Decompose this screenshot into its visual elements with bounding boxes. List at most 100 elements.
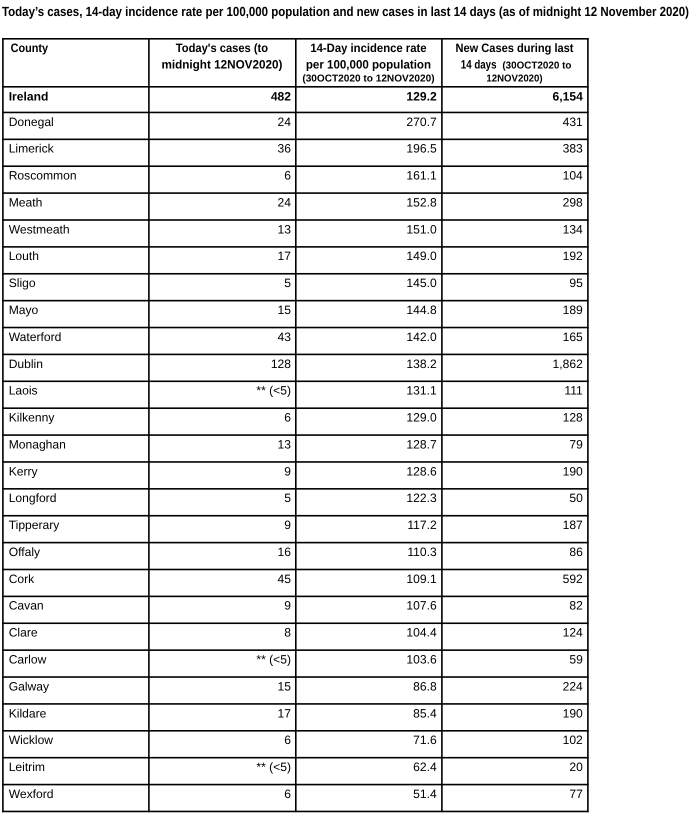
svg-text:138.2: 138.2	[406, 357, 437, 371]
svg-text:6: 6	[284, 411, 291, 425]
svg-text:592: 592	[563, 572, 583, 586]
svg-text:(30OCT2020 to 12NOV2020): (30OCT2020 to 12NOV2020)	[302, 74, 434, 85]
svg-text:6,154: 6,154	[553, 89, 584, 103]
svg-text:Carlow: Carlow	[9, 653, 47, 667]
svg-text:Waterford: Waterford	[9, 330, 62, 344]
svg-text:190: 190	[563, 706, 583, 720]
svg-text:111: 111	[564, 384, 583, 398]
svg-text:Kilkenny: Kilkenny	[9, 411, 56, 425]
svg-text:62.4: 62.4	[413, 760, 437, 774]
svg-text:Limerick: Limerick	[9, 142, 55, 156]
svg-text:Longford: Longford	[9, 491, 57, 505]
svg-text:95: 95	[569, 276, 583, 290]
svg-text:24: 24	[278, 115, 292, 129]
svg-text:482: 482	[271, 89, 291, 103]
svg-text:77: 77	[569, 787, 583, 801]
svg-text:51.4: 51.4	[413, 787, 437, 801]
svg-text:9: 9	[284, 599, 291, 613]
svg-text:144.8: 144.8	[406, 303, 437, 317]
svg-text:161.1: 161.1	[406, 169, 437, 183]
svg-text:Offaly: Offaly	[9, 545, 41, 559]
svg-text:per 100,000 population: per 100,000 population	[306, 57, 431, 71]
svg-text:13: 13	[278, 222, 292, 236]
svg-text:142.0: 142.0	[406, 330, 437, 344]
svg-text:Louth: Louth	[9, 249, 39, 263]
svg-text:86: 86	[569, 545, 583, 559]
svg-text:Westmeath: Westmeath	[9, 222, 70, 236]
svg-text:17: 17	[278, 249, 292, 263]
svg-text:152.8: 152.8	[406, 195, 437, 209]
svg-text:New Cases during last: New Cases during last	[456, 41, 574, 55]
svg-text:Tipperary: Tipperary	[9, 518, 61, 532]
svg-text:Roscommon: Roscommon	[9, 169, 77, 183]
svg-text:79: 79	[569, 437, 583, 451]
svg-text:Wexford: Wexford	[9, 787, 54, 801]
svg-text:109.1: 109.1	[406, 572, 437, 586]
svg-text:(30OCT2020 to: (30OCT2020 to	[502, 60, 571, 71]
svg-text:12NOV2020): 12NOV2020)	[486, 74, 542, 85]
svg-text:8: 8	[284, 626, 291, 640]
svg-text:383: 383	[563, 142, 583, 156]
svg-text:129.0: 129.0	[406, 411, 437, 425]
svg-text:71.6: 71.6	[413, 733, 437, 747]
svg-text:431: 431	[563, 115, 583, 129]
svg-text:6: 6	[284, 733, 291, 747]
svg-text:9: 9	[284, 464, 291, 478]
svg-text:1,862: 1,862	[553, 357, 584, 371]
svg-text:13: 13	[278, 437, 292, 451]
svg-text:45: 45	[278, 572, 292, 586]
svg-text:** (<5): ** (<5)	[256, 760, 291, 774]
svg-text:134: 134	[563, 222, 583, 236]
svg-text:128.6: 128.6	[406, 464, 437, 478]
svg-text:122.3: 122.3	[406, 491, 437, 505]
svg-text:5: 5	[284, 276, 291, 290]
svg-text:Cavan: Cavan	[9, 599, 44, 613]
svg-text:Ireland: Ireland	[9, 89, 49, 103]
svg-text:102: 102	[563, 733, 583, 747]
svg-text:131.1: 131.1	[406, 384, 437, 398]
svg-text:Galway: Galway	[9, 679, 50, 693]
svg-text:82: 82	[569, 599, 583, 613]
svg-text:189: 189	[563, 303, 583, 317]
svg-text:128.7: 128.7	[406, 437, 437, 451]
svg-text:59: 59	[569, 653, 583, 667]
svg-text:104: 104	[563, 169, 583, 183]
svg-text:Today’s cases, 14-day incidenc: Today’s cases, 14-day incidence rate per…	[2, 4, 689, 19]
svg-text:151.0: 151.0	[406, 222, 437, 236]
svg-text:124: 124	[563, 626, 583, 640]
svg-text:Donegal: Donegal	[9, 115, 54, 129]
svg-text:224: 224	[563, 679, 583, 693]
svg-text:24: 24	[278, 195, 292, 209]
svg-text:117.2: 117.2	[407, 518, 437, 532]
svg-text:midnight 12NOV2020): midnight 12NOV2020)	[161, 57, 282, 71]
svg-text:36: 36	[278, 142, 292, 156]
svg-text:107.6: 107.6	[406, 599, 437, 613]
svg-text:128: 128	[271, 357, 291, 371]
svg-text:104.4: 104.4	[406, 626, 437, 640]
svg-text:50: 50	[569, 491, 583, 505]
svg-text:20: 20	[569, 760, 583, 774]
svg-text:86.8: 86.8	[413, 679, 437, 693]
svg-text:Leitrim: Leitrim	[9, 760, 45, 774]
svg-text:Monaghan: Monaghan	[9, 437, 66, 451]
svg-text:14-Day incidence rate: 14-Day incidence rate	[310, 41, 426, 55]
svg-text:192: 192	[563, 249, 583, 263]
svg-text:** (<5): ** (<5)	[256, 653, 291, 667]
svg-text:85.4: 85.4	[413, 706, 437, 720]
svg-text:6: 6	[284, 169, 291, 183]
svg-text:14 days: 14 days	[461, 57, 497, 71]
svg-text:6: 6	[284, 787, 291, 801]
svg-text:270.7: 270.7	[406, 115, 437, 129]
svg-text:Kildare: Kildare	[9, 706, 47, 720]
svg-text:128: 128	[563, 411, 583, 425]
svg-text:Meath: Meath	[9, 195, 43, 209]
svg-text:16: 16	[278, 545, 292, 559]
svg-text:149.0: 149.0	[406, 249, 437, 263]
svg-text:43: 43	[278, 330, 292, 344]
svg-text:129.2: 129.2	[406, 89, 437, 103]
svg-text:9: 9	[284, 518, 291, 532]
svg-text:110.3: 110.3	[407, 545, 437, 559]
svg-text:Clare: Clare	[9, 626, 38, 640]
svg-text:Dublin: Dublin	[9, 357, 43, 371]
svg-text:Sligo: Sligo	[9, 276, 36, 290]
